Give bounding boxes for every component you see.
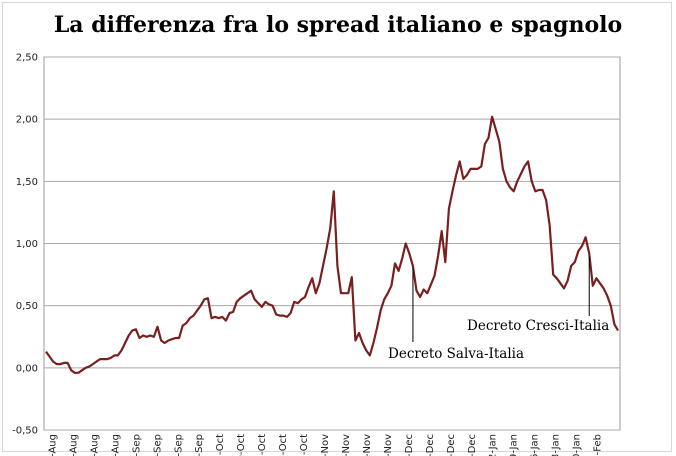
x-tick-label: 19-Dec (446, 434, 457, 456)
x-tick-label: 16-Jan (530, 434, 541, 456)
x-tick-label: 12-Sep (152, 434, 163, 456)
x-tick-label: 9-Jan (509, 434, 520, 456)
y-tick-label: 0,50 (16, 301, 38, 312)
y-tick-label: 2,50 (16, 53, 38, 64)
series-layer (45, 115, 619, 374)
x-tick-label: 21-Nov (362, 434, 373, 456)
y-tick-label: 1,00 (16, 239, 38, 250)
x-axis-ticks: 8-Aug 15-Aug 22-Aug 29-Aug 5-Sep 12-Sep 19-Sep… (48, 434, 604, 456)
x-tick-label: 24-Oct (278, 434, 289, 456)
annotations: Decreto Salva-Italia Decreto Cresci-Itali… (388, 256, 609, 362)
x-tick-label: 26-Dec (467, 434, 478, 456)
annotation-cresci-italia: Decreto Cresci-Italia (467, 318, 609, 334)
x-tick-label: 12-Dec (425, 434, 436, 456)
y-tick-label: -0,50 (12, 426, 38, 437)
x-tick-label: 6-Feb (593, 434, 604, 456)
x-tick-label: 8-Aug (48, 434, 59, 456)
y-tick-label: 1,50 (16, 177, 38, 188)
x-tick-label: 23-Jan (551, 434, 562, 456)
x-tick-label: 19-Sep (173, 434, 184, 456)
x-tick-label: 5-Dec (404, 434, 415, 456)
x-tick-label: 29-Aug (110, 434, 121, 456)
x-tick-label: 15-Aug (68, 434, 79, 456)
chart-frame (2, 2, 672, 452)
x-tick-label: 31-Oct (299, 434, 310, 456)
x-tick-label: 17-Oct (257, 434, 268, 456)
x-tick-label: 5-Sep (131, 434, 142, 456)
x-tick-label: 28-Nov (383, 434, 394, 456)
x-tick-label: 14-Nov (341, 434, 352, 456)
grid-lines (43, 56, 621, 431)
x-tick-label: 22-Aug (89, 434, 100, 456)
series-line (45, 115, 619, 374)
x-tick-label: 7-Nov (320, 434, 331, 456)
x-tick-label: 30-Jan (572, 434, 583, 456)
x-tick-label: 3-Oct (215, 434, 226, 456)
y-axis-ticks: 2,50 2,00 1,50 1,00 0,50 0,00 -0,50 (12, 53, 38, 437)
chart-title: La differenza fra lo spread italiano e s… (53, 12, 623, 38)
y-tick-label: 0,00 (16, 363, 38, 374)
y-tick-label: 2,00 (16, 115, 38, 126)
x-tick-label: 26-Sep (194, 434, 205, 456)
x-tick-label: 10-Oct (236, 434, 247, 456)
annotation-salva-italia: Decreto Salva-Italia (388, 346, 524, 362)
x-tick-label: 2-Jan (488, 434, 499, 456)
